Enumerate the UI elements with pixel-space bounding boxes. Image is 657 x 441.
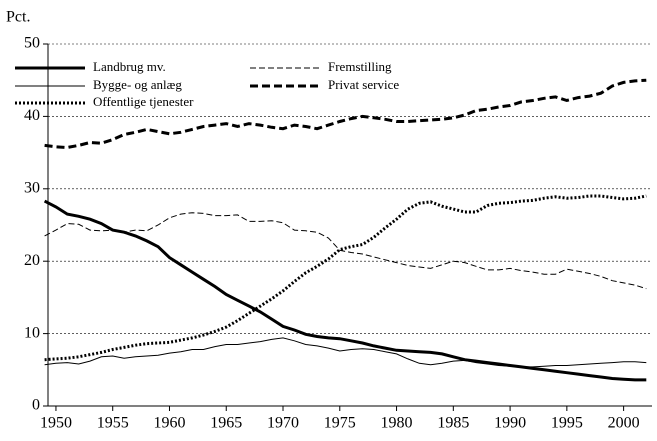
legend-label: Landbrug mv. — [93, 59, 166, 74]
series-line — [44, 337, 647, 368]
series-line — [44, 194, 647, 362]
x-tick-label: 1980 — [381, 415, 413, 432]
y-tick-label: 20 — [24, 252, 40, 269]
y-tick-label: 50 — [24, 35, 40, 52]
legend-label: Offentlige tjenester — [93, 94, 194, 109]
series-line — [44, 78, 647, 150]
x-tick-label: 1990 — [494, 415, 526, 432]
y-tick-label: 10 — [24, 324, 40, 341]
series-line — [44, 212, 647, 290]
y-axis-label: Pct. — [6, 9, 30, 26]
y-tick-label: 0 — [32, 397, 40, 414]
x-tick-label: 1965 — [210, 415, 242, 432]
legend-label: Fremstilling — [328, 59, 392, 74]
y-tick-label: 40 — [24, 107, 40, 124]
series-line — [43, 199, 647, 382]
x-tick-label: 1985 — [437, 415, 469, 432]
x-tick-label: 1950 — [40, 415, 72, 432]
x-tick-label: 1955 — [97, 415, 129, 432]
y-tick-label: 30 — [24, 179, 40, 196]
x-tick-label: 1975 — [324, 415, 356, 432]
x-tick-label: 1970 — [267, 415, 299, 432]
legend-label: Privat service — [328, 77, 399, 92]
x-tick-label: 1960 — [153, 415, 185, 432]
x-tick-label: 2000 — [608, 415, 640, 432]
legend-label: Bygge- og anlæg — [93, 77, 182, 92]
x-tick-label: 1995 — [551, 415, 583, 432]
